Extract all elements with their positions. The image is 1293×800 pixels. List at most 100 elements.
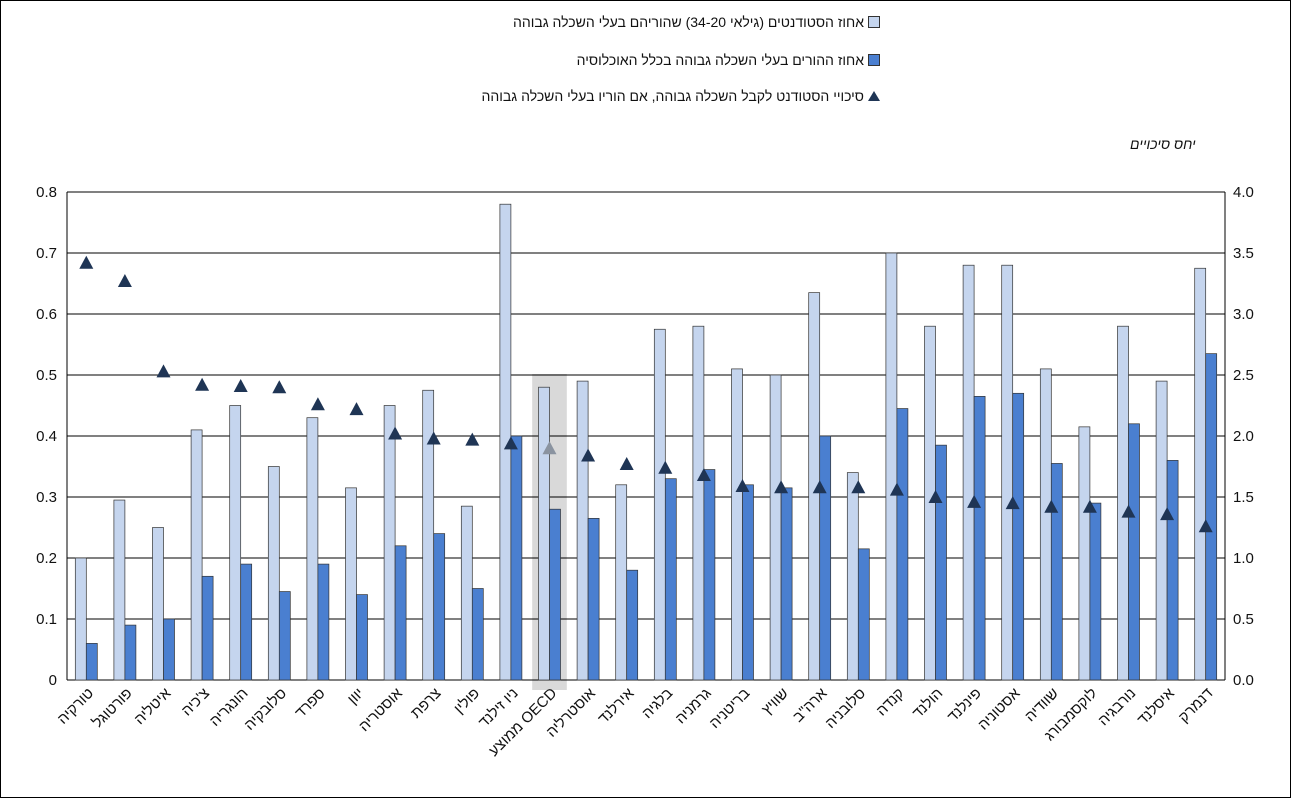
bar-parents: [857, 548, 870, 681]
bar-parents: [1089, 502, 1102, 681]
bar-students: [345, 487, 357, 681]
bar-students: [769, 374, 782, 681]
bar-parents: [703, 469, 716, 681]
bar-parents: [433, 533, 446, 681]
x-tick-label: איטליה: [131, 684, 175, 728]
bar-parents: [896, 408, 909, 681]
x-tick-label: סלובניה: [822, 685, 869, 732]
bar-parents: [626, 569, 639, 681]
bar-students: [1078, 426, 1091, 681]
odds-marker: [774, 480, 789, 494]
odds-marker: [79, 255, 94, 269]
bar-students: [885, 252, 898, 681]
bar-students: [1155, 380, 1168, 681]
left-tick-label: 0: [49, 672, 57, 689]
bar-parents: [664, 478, 677, 681]
odds-marker: [581, 448, 596, 462]
odds-marker: [851, 480, 866, 494]
bar-parents: [278, 591, 291, 681]
legend-item-parents: אחוז ההורים בעלי השכלה גבוהה בכלל האוכלו…: [360, 52, 880, 68]
bar-parents: [587, 517, 600, 681]
bar-students: [306, 417, 319, 681]
x-tick-label: אסטוניה: [975, 684, 1024, 733]
bar-parents: [1128, 423, 1140, 681]
odds-marker: [195, 377, 210, 391]
x-tick-label: סלובקיה: [241, 685, 290, 734]
bar-students: [1117, 325, 1129, 681]
odds-marker: [1160, 507, 1175, 521]
x-tick-label: הולנד: [909, 685, 946, 722]
odds-marker: [426, 431, 441, 445]
bar-students: [1194, 267, 1207, 681]
legend-label-students: אחוז הסטודנטים (גילאי 34-20) שהוריהם בעל…: [512, 14, 864, 30]
right-axis-title: יחס סיכויים: [1130, 136, 1196, 152]
odds-marker: [967, 494, 982, 508]
odds-marker: [503, 436, 518, 450]
bar-students: [538, 386, 550, 681]
right-tick-label: 3.0: [1233, 306, 1254, 323]
bar-parents: [1205, 353, 1218, 681]
x-tick-label: בלגיה: [639, 685, 676, 722]
bar-students: [190, 429, 203, 681]
bar-students: [267, 466, 280, 681]
x-tick-label: דנמרק: [1175, 685, 1216, 726]
odds-marker: [349, 402, 364, 416]
legend-label-odds: סיכויי הסטודנט לקבל השכלה גבוהה, אם הורי…: [481, 88, 864, 104]
right-tick-label: 4.0: [1233, 184, 1254, 201]
bar-students: [1001, 264, 1014, 681]
left-tick-label: 0.5: [36, 367, 57, 384]
bar-students: [576, 380, 589, 681]
x-tick-label: פולין: [451, 685, 483, 717]
x-tick-label: אוסטריה: [356, 684, 407, 735]
right-tick-label: 1.0: [1233, 550, 1254, 567]
odds-marker: [812, 480, 827, 494]
bar-parents: [1166, 460, 1179, 681]
bar-parents: [240, 563, 253, 681]
x-tick-label: פורטוגל: [89, 685, 135, 731]
legend-label-parents: אחוז ההורים בעלי השכלה גבוהה בכלל האוכלו…: [576, 52, 864, 68]
right-tick-label: 2.0: [1233, 428, 1254, 445]
bar-parents: [163, 618, 175, 681]
legend-swatch-dark: [868, 54, 880, 66]
x-tick-label: צרפת: [408, 685, 445, 722]
odds-marker: [1044, 499, 1059, 513]
left-tick-label: 0.3: [36, 489, 57, 506]
odds-marker: [388, 426, 403, 440]
legend-item-students: אחוז הסטודנטים (גילאי 34-20) שהוריהם בעל…: [360, 14, 880, 30]
odds-marker: [889, 482, 904, 496]
bar-students: [962, 264, 975, 681]
odds-marker: [735, 479, 750, 493]
legend-triangle-icon: [868, 91, 880, 101]
x-tick-label: איסלנד: [1134, 684, 1178, 728]
bar-parents: [1012, 392, 1025, 681]
bar-students: [1039, 368, 1052, 681]
odds-marker: [117, 274, 132, 288]
odds-marker: [658, 460, 673, 474]
x-tick-label: אירלנד: [595, 684, 638, 727]
bar-parents: [1050, 463, 1063, 681]
bar-students: [113, 499, 126, 681]
odds-marker: [272, 380, 287, 394]
bar-parents: [742, 484, 754, 681]
odds-marker: [1082, 499, 1097, 513]
odds-marker: [696, 468, 711, 482]
bar-students: [692, 325, 705, 681]
x-tick-label: נורבגיה: [1095, 685, 1139, 729]
bar-students: [383, 405, 396, 681]
bar-parents: [356, 594, 368, 681]
right-tick-label: 1.5: [1233, 489, 1254, 506]
left-tick-label: 0.8: [36, 184, 57, 201]
bar-parents: [973, 396, 986, 681]
odds-marker: [465, 432, 480, 446]
right-tick-label: 0.5: [1233, 611, 1254, 628]
bar-students: [615, 484, 628, 681]
bar-students: [653, 328, 666, 681]
bar-parents: [201, 575, 214, 681]
right-tick-label: 0.0: [1233, 672, 1254, 689]
bar-students: [422, 389, 435, 681]
x-tick-label: ספרד: [292, 685, 329, 722]
bar-parents: [124, 624, 137, 681]
right-tick-label: 3.5: [1233, 245, 1254, 262]
bar-parents: [780, 487, 793, 681]
